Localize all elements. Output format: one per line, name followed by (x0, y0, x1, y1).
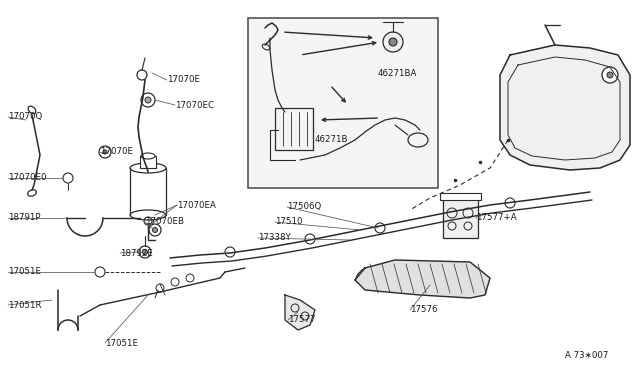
Circle shape (152, 228, 157, 232)
Ellipse shape (130, 210, 166, 220)
Circle shape (145, 97, 151, 103)
Polygon shape (500, 45, 630, 170)
Text: 46271BA: 46271BA (378, 68, 417, 77)
Ellipse shape (141, 153, 155, 159)
Bar (440, 193, 481, 200)
Text: 46271B: 46271B (315, 135, 349, 144)
Circle shape (602, 67, 618, 83)
Text: 18791P: 18791P (8, 214, 40, 222)
Text: 17070E: 17070E (100, 148, 133, 157)
Circle shape (143, 250, 147, 254)
Text: 17070Q: 17070Q (8, 112, 42, 122)
Bar (275, 108, 313, 150)
Text: 17506Q: 17506Q (287, 202, 321, 212)
Text: 17577: 17577 (288, 315, 316, 324)
Ellipse shape (130, 163, 166, 173)
Text: A 73∗007: A 73∗007 (565, 352, 609, 360)
Circle shape (103, 150, 107, 154)
Text: 17051E: 17051E (8, 267, 41, 276)
Bar (443, 198, 478, 238)
Text: 17070EB: 17070EB (145, 218, 184, 227)
Text: 17338Y: 17338Y (258, 234, 291, 243)
Text: 18792E: 18792E (120, 248, 153, 257)
Circle shape (383, 32, 403, 52)
Text: 17510: 17510 (275, 218, 303, 227)
Text: 17051E: 17051E (105, 339, 138, 347)
Text: 17070E0: 17070E0 (8, 173, 47, 183)
Text: 17070EC: 17070EC (175, 100, 214, 109)
Polygon shape (285, 295, 315, 330)
Polygon shape (355, 260, 490, 298)
Text: 17070E: 17070E (167, 76, 200, 84)
Bar (140, 156, 156, 168)
Text: 17051R: 17051R (8, 301, 42, 310)
Text: 17577+A: 17577+A (476, 214, 516, 222)
Text: 17576: 17576 (410, 305, 438, 314)
Text: 17070EA: 17070EA (177, 201, 216, 209)
Circle shape (389, 38, 397, 46)
Bar (248, 18, 438, 188)
Circle shape (607, 72, 613, 78)
